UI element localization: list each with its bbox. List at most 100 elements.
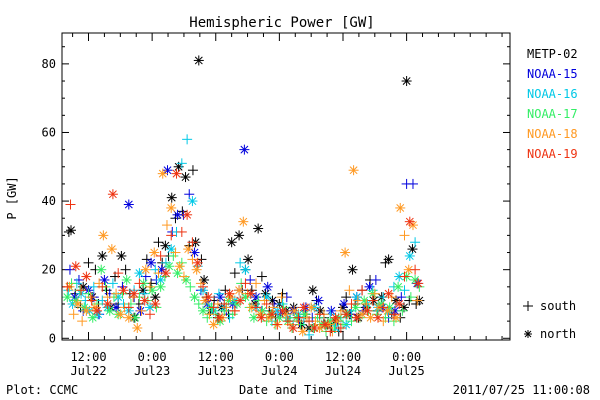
data-point-north <box>191 264 202 275</box>
data-point-north <box>182 209 193 220</box>
data-point-north <box>180 172 191 183</box>
data-point-north <box>347 264 358 275</box>
data-point-south <box>166 230 177 241</box>
data-point-south <box>64 264 75 275</box>
data-point-south <box>145 309 156 320</box>
x-axis-ticks: 12:00Jul220:00Jul2312:00Jul230:00Jul2412… <box>70 33 503 378</box>
data-point-north <box>116 250 127 261</box>
y-tick-label: 80 <box>42 57 56 71</box>
data-point-south <box>176 158 187 169</box>
data-point-north <box>146 257 157 268</box>
data-point-south <box>187 165 198 176</box>
data-point-north <box>62 292 73 303</box>
data-point-north <box>97 250 108 261</box>
series-legend: METP-02 NOAA-15 NOAA-16 NOAA-17 NOAA-18 NOAA-… <box>527 47 578 161</box>
data-point-south <box>176 226 187 237</box>
x-tick-label-time: 12:00 <box>198 350 234 364</box>
data-point-north <box>394 298 405 309</box>
data-point-south <box>361 298 372 309</box>
data-point-north <box>66 225 77 236</box>
data-point-south <box>399 230 410 241</box>
data-point-north <box>189 292 200 303</box>
legend-noaa-18: NOAA-18 <box>527 127 578 141</box>
data-point-north <box>395 202 406 213</box>
data-point-north <box>162 165 173 176</box>
data-point-north <box>96 264 107 275</box>
data-point-south <box>213 288 224 299</box>
data-point-north <box>243 254 254 265</box>
data-point-north <box>192 257 203 268</box>
data-point-south <box>83 257 94 268</box>
data-point-north <box>106 244 117 255</box>
data-point-south <box>240 278 251 289</box>
data-point-north <box>234 285 245 296</box>
data-point-south <box>357 285 368 296</box>
data-point-north <box>171 168 182 179</box>
x-tick-label-time: 12:00 <box>70 350 106 364</box>
data-point-north <box>91 305 102 316</box>
data-point-north <box>118 285 129 296</box>
data-point-south <box>251 302 262 313</box>
x-tick-label-date: Jul22 <box>70 364 106 378</box>
data-point-north <box>193 55 204 66</box>
x-tick-label-time: 12:00 <box>325 350 361 364</box>
data-point-north <box>262 281 273 292</box>
y-tick-label: 20 <box>42 263 56 277</box>
data-point-south <box>251 278 262 289</box>
y-tick-label: 0 <box>49 331 56 345</box>
data-point-north <box>313 295 324 306</box>
data-point-south <box>111 288 122 299</box>
data-point-north <box>401 76 412 87</box>
x-tick-label-date: Jul24 <box>261 364 297 378</box>
data-point-north <box>203 292 214 303</box>
data-point-south <box>97 281 108 292</box>
data-point-south <box>208 302 219 313</box>
series-noaa-19 <box>62 168 424 337</box>
data-point-north <box>297 326 308 337</box>
data-point-north <box>226 237 237 248</box>
legend-noaa-16: NOAA-16 <box>527 87 578 101</box>
data-point-south <box>145 281 156 292</box>
data-point-north <box>187 196 198 207</box>
data-point-south <box>282 316 293 327</box>
data-point-north <box>404 216 415 227</box>
data-point-south <box>170 247 181 258</box>
legend-south: south <box>540 299 576 313</box>
data-point-south <box>136 305 147 316</box>
data-point-north <box>266 309 277 320</box>
data-point-south <box>97 295 108 306</box>
data-point-south <box>370 274 381 285</box>
data-point-north <box>149 247 160 258</box>
data-point-north <box>121 274 132 285</box>
data-point-north <box>150 298 161 309</box>
data-point-north <box>248 312 259 323</box>
plot-timestamp: 2011/07/25 11:00:08 <box>453 383 590 397</box>
data-point-north <box>234 230 245 241</box>
x-tick-label-date: Jul25 <box>389 364 425 378</box>
data-point-south <box>161 220 172 231</box>
data-point-north <box>160 268 171 279</box>
data-point-south <box>235 257 246 268</box>
data-point-south <box>367 295 378 306</box>
data-point-south <box>113 268 124 279</box>
legend-noaa-17: NOAA-17 <box>527 107 578 121</box>
x-axis-label: Date and Time <box>239 383 333 397</box>
data-point-south <box>107 278 118 289</box>
data-point-north <box>213 312 224 323</box>
data-points <box>62 55 425 340</box>
data-point-north <box>341 309 352 320</box>
marker-legend: south north <box>523 299 576 341</box>
data-point-north <box>288 322 299 333</box>
legend-noaa-19: NOAA-19 <box>527 147 578 161</box>
data-point-south <box>335 322 346 333</box>
data-point-south <box>396 292 407 303</box>
data-point-north <box>235 295 246 306</box>
data-point-south <box>352 295 363 306</box>
data-point-north <box>224 288 235 299</box>
x-tick-label-time: 0:00 <box>265 350 294 364</box>
data-point-south <box>62 281 73 292</box>
data-point-north <box>138 285 149 296</box>
chart-title: Hemispheric Power [GW] <box>189 15 374 31</box>
x-tick-label-date: Jul23 <box>198 364 234 378</box>
